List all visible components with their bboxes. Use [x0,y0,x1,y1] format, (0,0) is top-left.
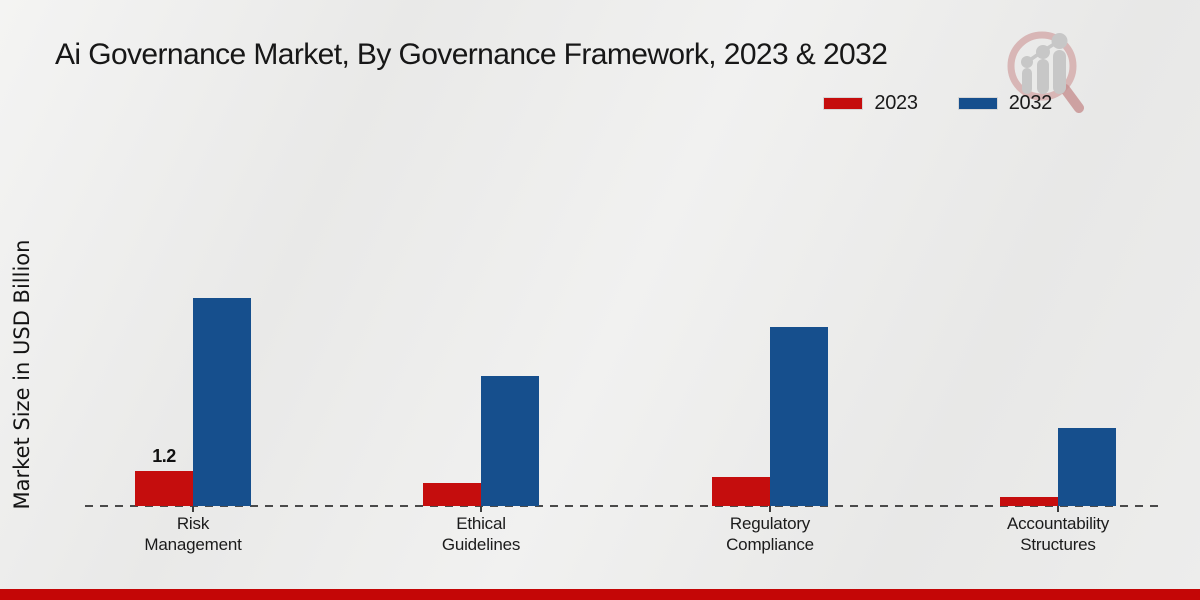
bar-2032-regulatory-compliance [770,327,828,506]
bar-2032-risk-management [193,298,251,506]
x-axis-tick [1057,506,1059,512]
x-axis-baseline [85,505,1163,507]
x-axis-tick [192,506,194,512]
chart-title: Ai Governance Market, By Governance Fram… [55,38,888,71]
x-axis-tick [480,506,482,512]
category-label-regulatory-compliance: Regulatory Compliance [726,514,814,554]
bar-2023-ethical-guidelines [423,483,481,506]
legend-item-2032: 2032 [957,92,1053,115]
x-axis-tick [769,506,771,512]
bar-2023-regulatory-compliance [712,477,770,506]
category-label-ethical-guidelines: Ethical Guidelines [441,514,521,554]
legend-swatch-2032 [957,97,998,110]
legend-label-2032: 2032 [1008,92,1053,114]
legend-item-2023: 2023 [823,92,918,115]
legend-label-2023: 2023 [874,92,918,114]
bar-2032-ethical-guidelines [481,376,539,506]
bar-value-label: 1.2 [152,446,176,466]
bar-2023-risk-management [135,471,193,506]
legend-swatch-2023 [823,97,864,110]
legend: 2023 2032 [823,92,1052,115]
bar-2023-accountability-structures [1000,497,1058,506]
magnifier-chart-logo [1007,31,1084,113]
bar-2032-accountability-structures [1058,428,1116,506]
footer-accent-strip [0,589,1200,600]
y-axis-label: Market Size in USD Billion [10,239,34,510]
category-label-accountability-structures: Accountability Structures [1006,514,1110,554]
category-label-risk-management: Risk Management [144,514,242,554]
